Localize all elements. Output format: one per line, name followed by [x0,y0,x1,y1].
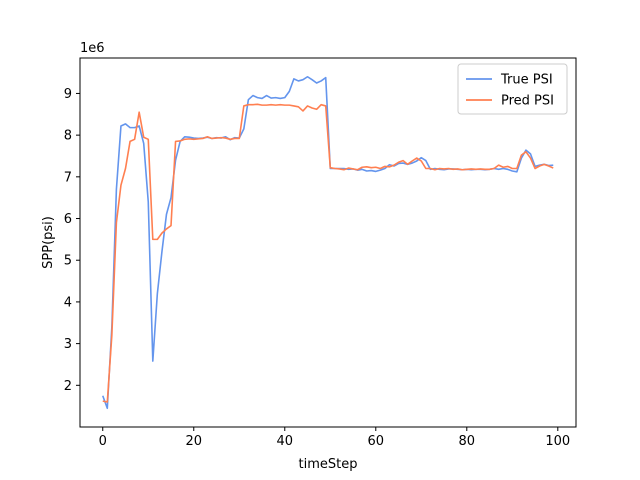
y-tick-label: 3 [64,337,72,352]
x-axis-label: timeStep [299,457,358,472]
y-tick-label: 6 [64,212,72,227]
y-offset-text: 1e6 [80,41,105,56]
x-tick-label: 80 [459,434,476,449]
y-tick-label: 9 [64,87,72,102]
legend-label: True PSI [500,73,553,88]
y-tick-label: 4 [64,295,72,310]
ticks-layer: 0 20 40 60 80 100 2 3 4 5 6 7 8 9 [64,87,570,449]
x-tick-label: 40 [276,434,293,449]
x-tick-label: 20 [185,434,202,449]
y-axis-label: SPP(psi) [41,216,56,269]
plot-frame [79,57,577,428]
y-tick-label: 5 [64,254,72,269]
legend: True PSI Pred PSI [457,63,568,115]
legend-box [457,63,568,115]
x-tick-label: 60 [368,434,385,449]
series-layer [101,75,554,410]
legend-label: Pred PSI [501,94,554,109]
y-tick-label: 8 [64,129,72,144]
y-tick-label: 2 [64,379,72,394]
x-tick-label: 0 [99,434,107,449]
series-line-pred-psi [102,103,554,403]
y-tick-label: 7 [64,170,72,185]
x-tick-label: 100 [545,434,570,449]
